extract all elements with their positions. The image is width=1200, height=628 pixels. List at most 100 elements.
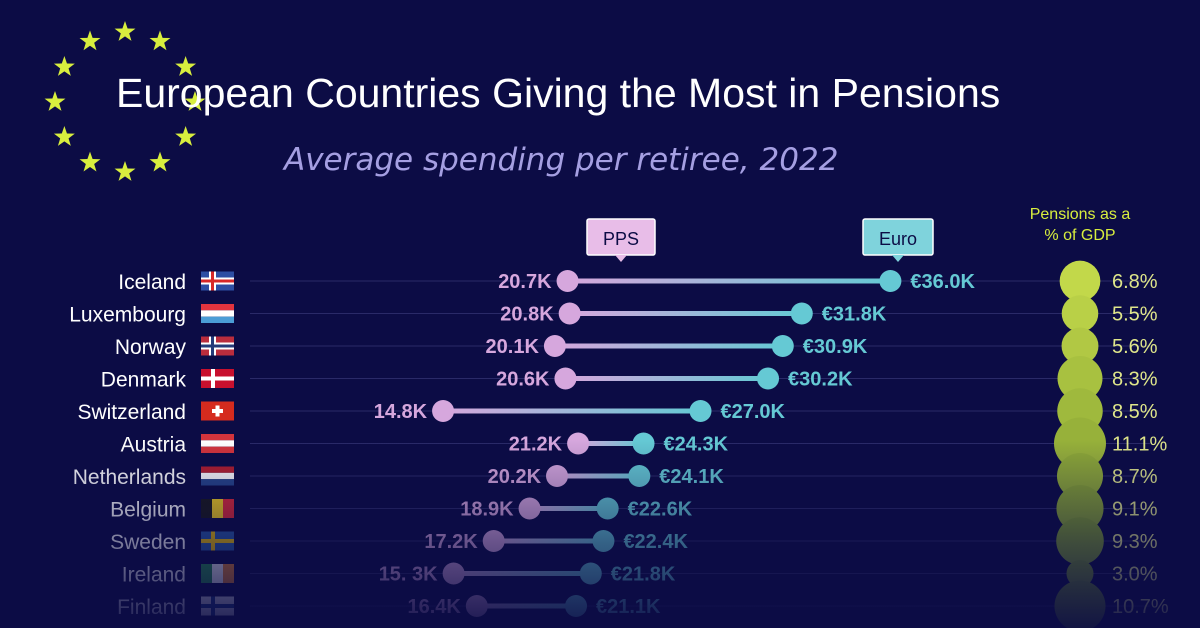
chart-row: Finland 16.4K €21.1K 10.7% bbox=[117, 580, 1169, 628]
pps-point bbox=[546, 465, 569, 487]
gdp-bubble bbox=[1056, 517, 1104, 565]
flag-norway-icon bbox=[201, 336, 234, 356]
flag-switzerland-icon bbox=[201, 401, 234, 421]
flag-finland-icon bbox=[201, 596, 234, 616]
chart-row: Iceland 20.7K €36.0K 6.8% bbox=[118, 260, 1158, 302]
gdp-bubble bbox=[1061, 295, 1099, 332]
star-icon bbox=[53, 56, 75, 76]
pps-value-label: 20.1K bbox=[486, 336, 540, 358]
euro-point bbox=[592, 530, 615, 552]
euro-point bbox=[596, 497, 619, 520]
gdp-legend-line1: Pensions as a bbox=[1030, 206, 1131, 223]
country-label: Switzerland bbox=[77, 401, 186, 424]
star-icon bbox=[149, 30, 171, 51]
chart-rows: Iceland 20.7K €36.0K 6.8% Luxembourg 20.8K €31… bbox=[69, 260, 1169, 628]
flag-iceland-icon bbox=[201, 271, 234, 291]
euro-point bbox=[632, 432, 655, 455]
flag-denmark-icon bbox=[201, 369, 234, 388]
pps-point bbox=[465, 595, 488, 617]
country-label: Norway bbox=[115, 336, 187, 359]
chart-row: Ireland 15. 3K €21.8K 3.0% bbox=[122, 559, 1158, 588]
gdp-bubble bbox=[1061, 327, 1099, 365]
euro-value-label: €27.0K bbox=[721, 401, 786, 423]
gdp-value-label: 8.7% bbox=[1112, 466, 1158, 488]
euro-value-label: €31.8K bbox=[822, 304, 887, 326]
gdp-value-label: 8.3% bbox=[1112, 369, 1158, 391]
star-icon bbox=[175, 126, 197, 146]
pps-point bbox=[554, 367, 577, 390]
euro-point bbox=[757, 367, 780, 390]
pps-point bbox=[556, 270, 579, 292]
country-label: Belgium bbox=[110, 499, 186, 522]
country-label: Luxembourg bbox=[69, 304, 186, 327]
euro-point bbox=[579, 562, 602, 585]
gdp-bubble bbox=[1057, 356, 1103, 401]
gdp-value-label: 5.5% bbox=[1112, 304, 1158, 326]
country-label: Sweden bbox=[110, 531, 186, 554]
flag-ireland-icon bbox=[201, 564, 234, 583]
chart-legend: PPS Euro Pensions as a % of GDP bbox=[586, 206, 1131, 262]
euro-value-label: €22.6K bbox=[628, 499, 693, 521]
pps-point bbox=[442, 562, 465, 585]
euro-legend-label: Euro bbox=[879, 229, 917, 249]
pps-point bbox=[518, 497, 541, 520]
pps-value-label: 20.2K bbox=[488, 466, 542, 488]
euro-value-label: €36.0K bbox=[910, 271, 975, 293]
euro-point bbox=[565, 595, 588, 617]
chart-row: Switzerland 14.8K €27.0K 8.5% bbox=[77, 388, 1158, 434]
euro-point bbox=[879, 270, 902, 292]
chart-row: Denmark 20.6K €30.2K 8.3% bbox=[101, 356, 1158, 401]
pps-point bbox=[543, 335, 566, 357]
flag-netherlands-icon bbox=[201, 466, 234, 486]
euro-value-label: €30.9K bbox=[803, 336, 868, 358]
flag-austria-icon bbox=[201, 434, 234, 453]
pps-value-label: 20.8K bbox=[500, 304, 554, 326]
star-icon bbox=[184, 91, 206, 111]
gdp-legend-line2: % of GDP bbox=[1044, 227, 1115, 244]
chart-row: Netherlands 20.2K €24.1K 8.7% bbox=[73, 452, 1158, 500]
pps-point bbox=[558, 302, 581, 325]
flag-luxembourg-icon bbox=[201, 304, 234, 323]
country-label: Ireland bbox=[122, 564, 186, 587]
gdp-value-label: 6.8% bbox=[1112, 271, 1158, 293]
star-icon bbox=[53, 126, 75, 146]
country-label: Denmark bbox=[101, 369, 187, 392]
country-label: Netherlands bbox=[73, 466, 186, 489]
chart-row: Austria 21.2K €24.3K 11.1% bbox=[121, 417, 1167, 470]
country-label: Austria bbox=[121, 434, 187, 457]
gdp-bubble bbox=[1059, 260, 1101, 302]
pps-value-label: 21.2K bbox=[509, 434, 563, 456]
euro-value-label: €24.3K bbox=[664, 434, 729, 456]
euro-point bbox=[790, 302, 813, 325]
country-label: Iceland bbox=[118, 271, 186, 294]
euro-point bbox=[771, 335, 794, 357]
star-icon bbox=[114, 161, 136, 181]
euro-value-label: €24.1K bbox=[659, 466, 724, 488]
gdp-value-label: 11.1% bbox=[1112, 434, 1167, 456]
pps-value-label: 18.9K bbox=[460, 499, 514, 521]
star-icon bbox=[44, 91, 66, 111]
pps-point bbox=[567, 432, 590, 455]
euro-value-label: €30.2K bbox=[788, 369, 853, 391]
euro-value-label: €21.8K bbox=[611, 564, 676, 586]
gdp-value-label: 8.5% bbox=[1112, 401, 1158, 423]
pps-value-label: 14.8K bbox=[374, 401, 428, 423]
pps-point bbox=[482, 530, 505, 552]
gdp-value-label: 9.1% bbox=[1112, 499, 1158, 521]
euro-point bbox=[628, 465, 651, 487]
eu-stars-emblem bbox=[44, 21, 206, 181]
chart-row: Luxembourg 20.8K €31.8K 5.5% bbox=[69, 295, 1158, 332]
pps-point bbox=[432, 400, 455, 422]
chart-subtitle: Average spending per retiree, 2022 bbox=[284, 142, 839, 178]
country-label: Finland bbox=[117, 596, 186, 619]
pps-legend-tag: PPS bbox=[586, 218, 656, 262]
euro-legend-tag: Euro bbox=[862, 218, 934, 262]
gdp-value-label: 5.6% bbox=[1112, 336, 1158, 358]
gdp-value-label: 3.0% bbox=[1112, 564, 1158, 586]
star-icon bbox=[79, 30, 101, 51]
chart-row: Sweden 17.2K €22.4K 9.3% bbox=[110, 517, 1158, 565]
euro-point bbox=[689, 400, 712, 422]
pps-legend-label: PPS bbox=[603, 229, 639, 249]
gdp-value-label: 9.3% bbox=[1112, 531, 1158, 553]
